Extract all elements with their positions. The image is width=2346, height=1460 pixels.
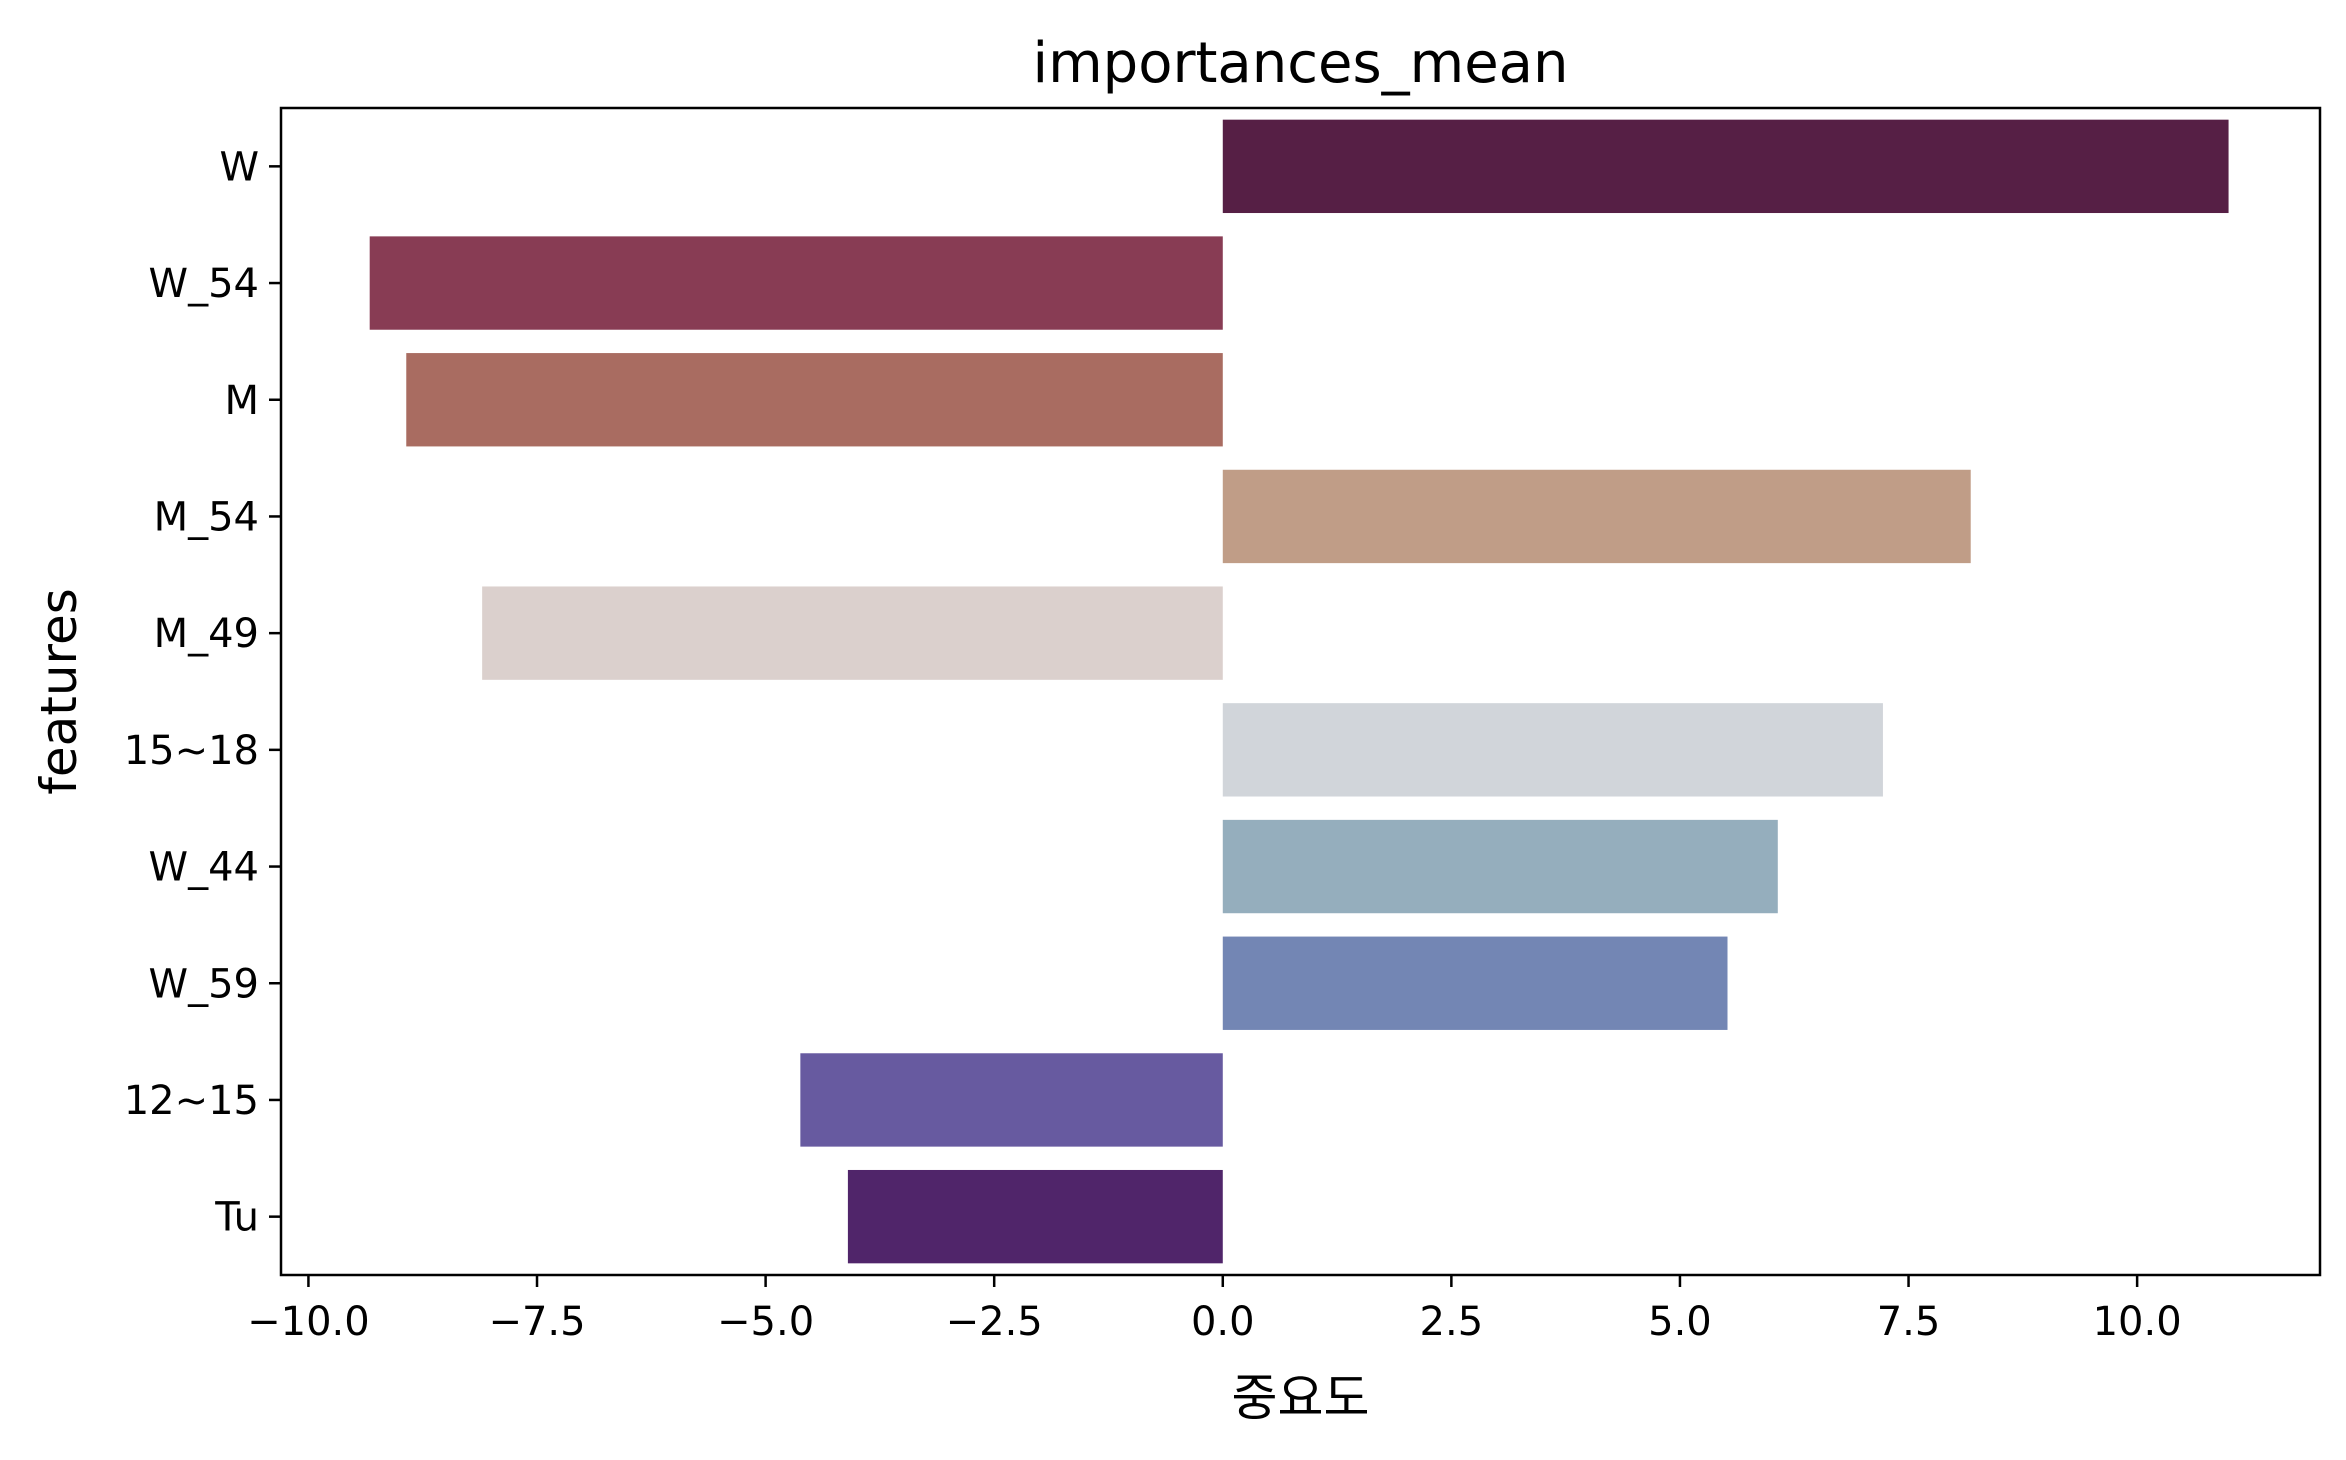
y-tick-label: M_49 (154, 611, 259, 657)
bar-12~15 (800, 1053, 1223, 1147)
x-axis-title: 중요도 (1232, 1369, 1370, 1427)
x-tick-label: 7.5 (1877, 1299, 1941, 1345)
y-tick-label: 12~15 (124, 1078, 259, 1124)
y-tick-label: M (224, 378, 259, 424)
y-tick-label: 15~18 (124, 728, 259, 774)
bar-M_54 (1222, 469, 1971, 564)
bar-Tu (847, 1169, 1223, 1264)
x-tick-label: −10.0 (247, 1299, 370, 1345)
y-tick-label: W (219, 144, 259, 190)
y-axis-title: features (30, 588, 88, 795)
y-axis-ticks: W W_54 M M_54 M_49 15~18 W_44 W_59 12~15 Tu (124, 144, 281, 1241)
bar-W_59 (1222, 936, 1728, 1030)
y-tick-label: W_54 (149, 261, 259, 307)
x-tick-label: −5.0 (717, 1299, 814, 1345)
x-tick-label: −7.5 (488, 1299, 585, 1345)
bar-W_54 (369, 236, 1223, 330)
x-tick-label: −2.5 (946, 1299, 1043, 1345)
y-tick-label: Tu (214, 1195, 259, 1241)
x-axis-ticks: −10.0 −7.5 −5.0 −2.5 0.0 2.5 5.0 7.5 10.0 (247, 1275, 2182, 1345)
bar-W_44 (1222, 819, 1778, 914)
bar-W (1222, 119, 2229, 214)
chart-title: importances_mean (1033, 31, 1569, 96)
x-tick-label: 0.0 (1191, 1299, 1255, 1345)
y-tick-label: M_54 (154, 494, 259, 540)
bar-M_49 (482, 586, 1223, 680)
bar-M (406, 353, 1223, 447)
plot-frame (279, 106, 2322, 1277)
y-tick-label: W_44 (149, 845, 259, 891)
x-tick-label: 10.0 (2093, 1299, 2182, 1345)
bars-group (369, 119, 2229, 1264)
y-tick-label: W_59 (149, 961, 259, 1007)
bar-15~18 (1222, 703, 1883, 797)
x-tick-label: 5.0 (1648, 1299, 1712, 1345)
x-tick-label: 2.5 (1420, 1299, 1484, 1345)
